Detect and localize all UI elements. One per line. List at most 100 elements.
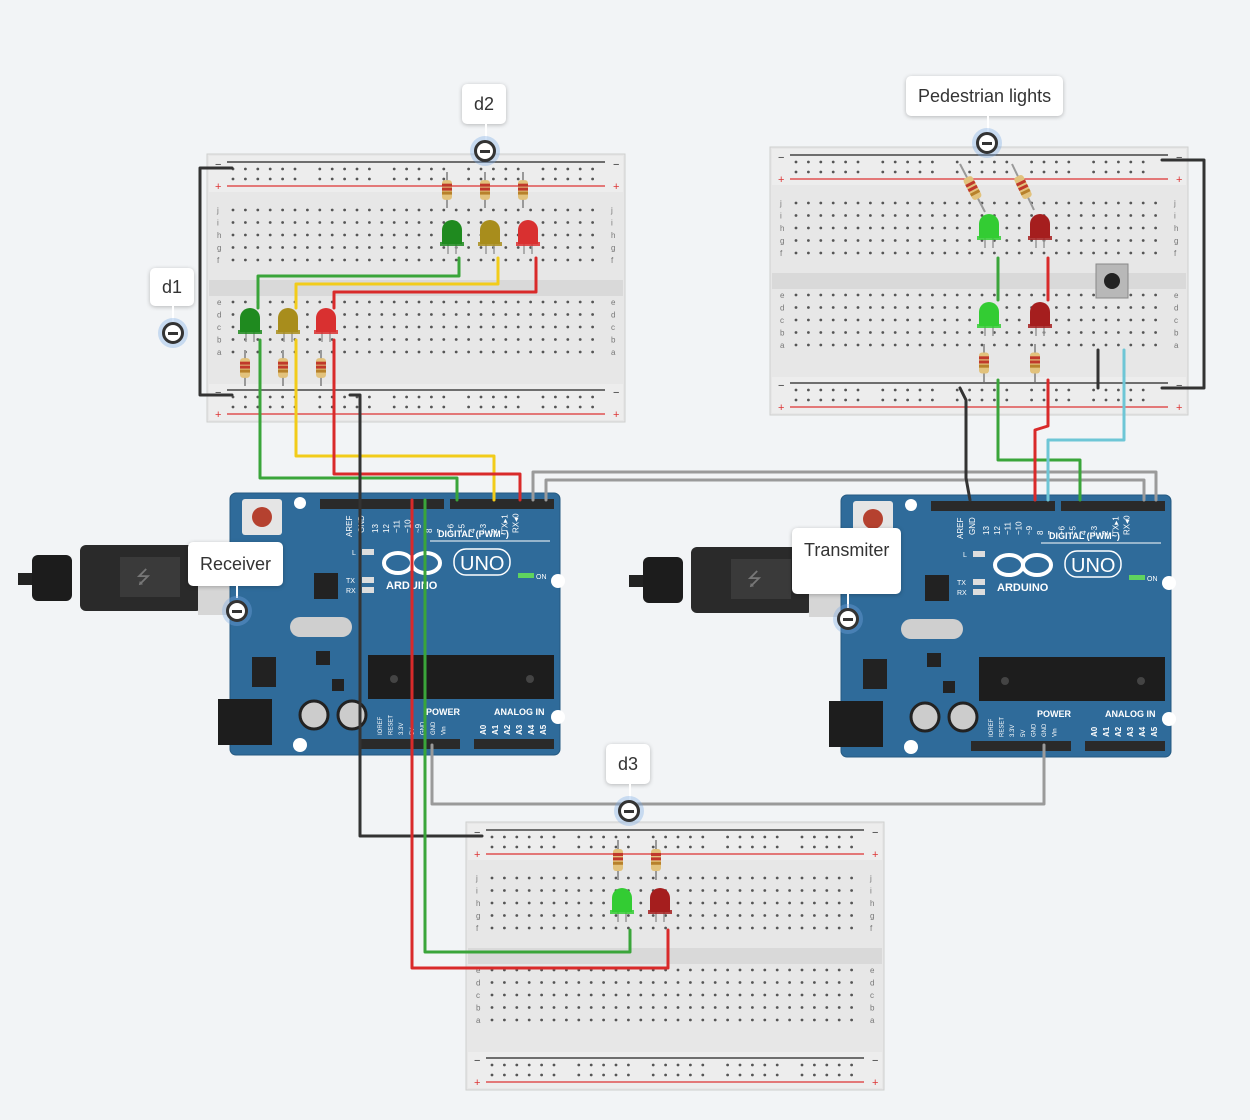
- d1-pin-handle[interactable]: [162, 322, 184, 344]
- terminal-hole: [330, 246, 334, 249]
- chip-dot: [390, 675, 398, 683]
- rail-hole: [807, 388, 810, 392]
- d1-resistor-green[interactable]: [240, 358, 250, 378]
- wire-serial-rx[interactable]: [544, 478, 1146, 502]
- resistor[interactable]: [1011, 163, 1035, 211]
- wire-ped-red-to-pin[interactable]: [1033, 378, 1050, 502]
- d2-led-yellow[interactable]: [478, 220, 502, 254]
- pushbutton[interactable]: [1095, 263, 1129, 299]
- arduino-uno-receiver[interactable]: ⭍ 13 12 ~11 ~10 ~9 8 7 ~6 ~5 4 ~3 2 TX▸1 RX◂0 AREF GND DI…: [18, 492, 565, 756]
- annotation-transmitter[interactable]: Transmiter: [792, 528, 902, 594]
- wire-d1-red-to-pin[interactable]: [332, 338, 522, 502]
- d2-resistor-green[interactable]: [442, 180, 452, 200]
- annotation-d3[interactable]: d3: [606, 744, 651, 784]
- terminal-hole: [819, 331, 823, 334]
- rail-hole: [881, 398, 885, 402]
- power-jack[interactable]: [829, 701, 883, 747]
- wire-ped-green-to-pin[interactable]: [996, 378, 1082, 502]
- terminal-hole: [392, 325, 396, 329]
- breadboard-d3[interactable]: + ++ +− −− −j ji ih hg gf fe ed dc cb ba a: [465, 821, 885, 1091]
- rail-hole: [430, 405, 433, 409]
- wire-ground-loop-left[interactable]: [198, 166, 234, 397]
- wire-ped-gnd[interactable]: [958, 386, 972, 502]
- annotation-pedestrian-lights[interactable]: Pedestrian lights: [906, 76, 1064, 116]
- annotation-receiver[interactable]: Receiver: [188, 542, 284, 586]
- terminal-hole: [869, 331, 872, 334]
- resistor[interactable]: [959, 163, 986, 213]
- pedestrian-resistor-green[interactable]: [979, 352, 989, 374]
- d3-resistor-green[interactable]: [613, 849, 623, 871]
- rail-hole: [931, 388, 934, 392]
- rail-hole: [844, 388, 847, 392]
- d1-led-red[interactable]: [314, 308, 338, 342]
- power-jack[interactable]: [218, 699, 272, 745]
- d3-led-green[interactable]: [610, 888, 634, 922]
- terminal-hole: [825, 1018, 829, 1022]
- pedestrian-led-green-top[interactable]: [977, 214, 1001, 248]
- digital-pin-label: ~11: [393, 519, 402, 533]
- d2-pin-handle[interactable]: [474, 140, 496, 162]
- wire-d1-yellow-to-pin[interactable]: [294, 338, 496, 502]
- receiver-pin-handle[interactable]: [226, 600, 248, 622]
- terminal-hole: [943, 201, 947, 205]
- terminal-hole: [1104, 318, 1108, 322]
- terminal-hole: [343, 325, 346, 329]
- terminal-hole: [417, 350, 421, 354]
- d2-resistor-yellow[interactable]: [480, 180, 490, 200]
- d1-resistor-yellow[interactable]: [278, 358, 288, 378]
- analog-pin-label: A2: [1114, 726, 1123, 737]
- d1-led-yellow[interactable]: [276, 308, 300, 342]
- terminal-hole: [405, 300, 408, 304]
- terminal-hole: [856, 226, 860, 230]
- terminal-hole: [800, 968, 804, 972]
- pedestrian-resistor-red[interactable]: [1030, 352, 1040, 374]
- wire-d3-red[interactable]: [410, 498, 670, 970]
- pedestrian-pin-handle[interactable]: [976, 132, 998, 154]
- wire-serial-tx[interactable]: [531, 470, 1158, 502]
- d2-led-green[interactable]: [440, 220, 464, 254]
- terminal-hole: [788, 968, 791, 972]
- d1-resistor-red[interactable]: [316, 358, 326, 378]
- d2-led-red[interactable]: [516, 220, 540, 254]
- terminal-hole: [1055, 331, 1058, 334]
- pedestrian-led-green-bottom[interactable]: [977, 302, 1001, 336]
- reset-button[interactable]: [863, 509, 883, 529]
- wire-d2-red[interactable]: [332, 256, 538, 310]
- resistor-band: [240, 361, 250, 365]
- terminal-hole: [1092, 331, 1095, 334]
- transmitter-pin-handle[interactable]: [837, 608, 859, 630]
- pedestrian-led-red-bottom[interactable]: [1028, 302, 1052, 336]
- reset-button[interactable]: [252, 507, 272, 527]
- terminal-hole: [577, 889, 581, 892]
- wire-button-signal[interactable]: [1046, 348, 1126, 502]
- annotation-d2[interactable]: d2: [462, 84, 507, 124]
- d3-resistor-red[interactable]: [651, 849, 661, 871]
- wire-ground-loop-right[interactable]: [1160, 158, 1206, 390]
- wire-d2-green[interactable]: [256, 256, 461, 310]
- terminal-hole: [869, 293, 872, 297]
- terminal-hole: [1005, 251, 1009, 255]
- terminal-hole: [318, 221, 322, 224]
- wire-d3-green[interactable]: [423, 498, 632, 954]
- terminal-hole: [943, 331, 947, 334]
- terminal-hole: [1005, 201, 1009, 205]
- breadboard-d1-d2[interactable]: + ++ +− −− −j ji ih hg gf fe ed dc cb ba a: [206, 153, 626, 423]
- d3-pin-handle[interactable]: [618, 800, 640, 822]
- wire-d2-yellow[interactable]: [294, 256, 500, 310]
- terminal-hole: [800, 876, 804, 880]
- d1-led-green[interactable]: [238, 308, 262, 342]
- rail-hole: [479, 405, 483, 409]
- rail-hole: [268, 167, 272, 171]
- power-pin-label: GND: [431, 721, 437, 735]
- wire-common-ground[interactable]: [430, 743, 1046, 806]
- d2-resistor-red[interactable]: [518, 180, 528, 200]
- annotation-d1[interactable]: d1: [150, 268, 195, 306]
- d3-led-red[interactable]: [648, 888, 672, 922]
- row-letter: h: [611, 231, 615, 240]
- rail-hole: [751, 845, 754, 849]
- wire-gnd-to-d3[interactable]: [348, 393, 484, 838]
- row-letter: h: [217, 231, 221, 240]
- pedestrian-led-red-top[interactable]: [1028, 214, 1052, 248]
